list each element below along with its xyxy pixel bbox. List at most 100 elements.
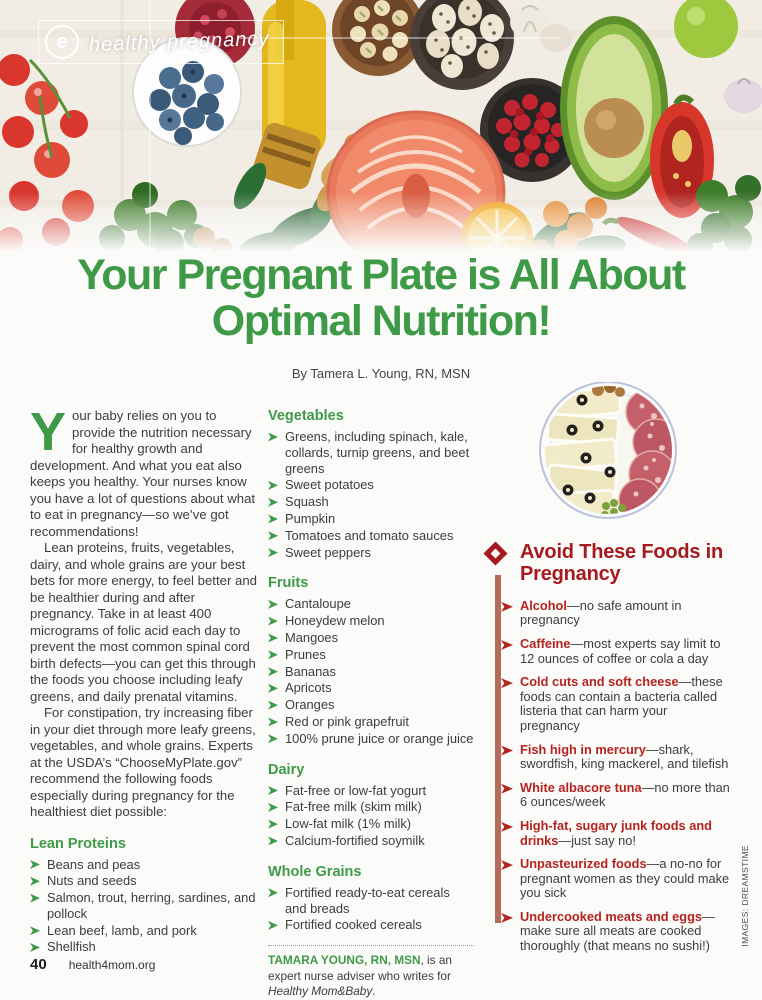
- arrow-bullet-icon: [501, 821, 513, 832]
- list-item: Tomatoes and tomato sauces: [268, 528, 474, 544]
- arrow-bullet-icon: [268, 717, 278, 727]
- arrow-bullet-icon: [30, 860, 40, 869]
- avoid-foods-box: Avoid These Foods in Pregnancy Alcohol—n…: [483, 541, 730, 954]
- avoid-item: Cold cuts and soft cheese—these foods ca…: [501, 674, 730, 733]
- green-peas-icon: [601, 499, 626, 514]
- arrow-bullet-icon: [268, 700, 278, 710]
- avoid-item-text: —make sure all meats are cooked thorough…: [520, 908, 715, 954]
- arrow-bullet-icon: [268, 683, 278, 693]
- avoid-item-lead: Unpasteurized foods: [520, 856, 647, 872]
- avoid-item-lead: Cold cuts and soft cheese: [520, 674, 679, 690]
- image-credit: IMAGES: DREAMSTIME: [740, 845, 750, 947]
- arrow-bullet-icon: [501, 678, 513, 689]
- site-url: health4mom.org: [68, 958, 156, 972]
- arrow-bullet-icon: [501, 745, 513, 756]
- arrow-bullet-icon: [30, 942, 40, 952]
- sidebar-heading: Avoid These Foods in Pregnancy: [520, 541, 724, 586]
- food-group-list: Fortified ready-to-eat cereals and bread…: [268, 885, 474, 933]
- list-item: Bananas: [268, 664, 474, 680]
- list-item: Lean beef, lamb, and pork: [30, 923, 258, 939]
- arrow-bullet-icon: [268, 616, 278, 626]
- avoid-item: Alcohol—no safe amount in pregnancy: [501, 597, 730, 628]
- list-item: Low-fat milk (1% milk): [268, 816, 474, 832]
- avocado-icon: [560, 16, 668, 200]
- arrow-bullet-icon: [501, 601, 513, 612]
- arrow-bullet-icon: [501, 783, 513, 794]
- avoid-item-text: —shark, swordfish, king mackerel, and ti…: [520, 741, 729, 772]
- walnut-garnish-icon: [592, 386, 625, 397]
- food-group-list: Cantaloupe Honeydew melon Mangoes Prunes Ban…: [268, 596, 474, 746]
- author-name: TAMARA YOUNG, RN, MSN: [268, 953, 421, 968]
- blueberries-bowl-icon: [132, 37, 242, 147]
- middle-column: Vegetables Greens, including spinach, ka…: [268, 406, 474, 1000]
- list-item: Salmon, trout, herring, sardines, and po…: [30, 890, 258, 922]
- list-item: Prunes: [268, 647, 474, 663]
- arrow-bullet-icon: [268, 531, 278, 541]
- header-photo: e healthy pregnancy: [0, 0, 762, 252]
- food-group-heading: Lean Proteins: [30, 835, 126, 852]
- arrow-bullet-icon: [268, 836, 278, 846]
- list-item: Nuts and seeds: [30, 873, 258, 889]
- olive-oil-bottle-icon: [253, 0, 326, 189]
- olive-slices-icon: [562, 394, 616, 504]
- arrow-bullet-icon: [268, 650, 278, 660]
- arrow-bullet-icon: [268, 480, 278, 490]
- avoid-item-lead: Caffeine: [520, 635, 571, 651]
- healthy-pregnancy-badge: e healthy pregnancy: [38, 20, 285, 64]
- page-title: Your Pregnant Plate is All About Optimal…: [77, 251, 686, 345]
- list-item: Fat-free or low-fat yogurt: [268, 783, 474, 799]
- food-group-lean-proteins: Lean Proteins Beans and peas Nuts and see…: [30, 836, 258, 956]
- food-collage: [0, 0, 762, 252]
- list-item: Shellfish: [30, 939, 258, 955]
- avoid-item-lead: Undercooked meats and eggs: [520, 908, 703, 924]
- food-group-list: Greens, including spinach, kale, collard…: [268, 429, 474, 560]
- sidebar: Avoid These Foods in Pregnancy Alcohol—n…: [483, 381, 730, 963]
- list-item: Apricots: [268, 680, 474, 696]
- food-group-dairy: Dairy Fat-free or low-fat yogurt Fat-free…: [268, 762, 474, 849]
- avoid-item-text: —most experts say limit to 12 ounces of …: [520, 635, 721, 666]
- arrow-bullet-icon: [268, 888, 278, 898]
- arrow-bullet-icon: [268, 548, 278, 558]
- arrow-bullet-icon: [268, 667, 278, 677]
- food-group-heading: Dairy: [268, 761, 305, 778]
- pistachios-bowl-icon: [332, 0, 424, 76]
- avoid-item: Caffeine—most experts say limit to 12 ou…: [501, 635, 730, 666]
- list-item: Fat-free milk (skim milk): [268, 799, 474, 815]
- food-group-heading: Whole Grains: [268, 863, 362, 880]
- list-item: Squash: [268, 494, 474, 510]
- food-group-heading: Vegetables: [268, 408, 344, 424]
- avoid-item-text: —no safe amount in pregnancy: [520, 597, 682, 628]
- arrow-bullet-icon: [501, 639, 513, 650]
- arrow-bullet-icon: [268, 432, 278, 442]
- arrow-bullet-icon: [268, 802, 278, 812]
- byline: By Tamera L. Young, RN, MSN: [291, 366, 471, 381]
- food-group-list: Beans and peas Nuts and seeds Salmon, trou…: [30, 857, 258, 956]
- arrow-bullet-icon: [268, 599, 278, 609]
- list-item: Honeydew melon: [268, 613, 474, 629]
- magazine-name: Healthy Mom&Baby: [268, 984, 373, 999]
- arrow-bullet-icon: [268, 497, 278, 507]
- avoid-item: White albacore tuna—no more than 6 ounce…: [501, 779, 730, 810]
- arrow-bullet-icon: [268, 734, 278, 744]
- food-group-list: Fat-free or low-fat yogurt Fat-free milk …: [268, 783, 474, 849]
- avoid-item-text: —just say no!: [558, 832, 636, 848]
- list-item: Cantaloupe: [268, 596, 474, 612]
- avoid-item-text: —a no-no for pregnant women as they coul…: [520, 856, 730, 901]
- avoid-item: Unpasteurized foods—a no-no for pregnant…: [501, 856, 730, 901]
- list-item: Mangoes: [268, 630, 474, 646]
- arrow-bullet-icon: [30, 926, 40, 936]
- garlic-icon: [510, 5, 762, 113]
- food-group-fruits: Fruits Cantaloupe Honeydew melon Mangoes Pr…: [268, 575, 474, 746]
- food-group-vegetables: Vegetables Greens, including spinach, ka…: [268, 408, 474, 560]
- badge-label: healthy pregnancy: [88, 27, 270, 56]
- avoid-item-lead: Alcohol: [520, 597, 567, 613]
- cheese-salami-plate-photo: [539, 381, 677, 519]
- food-group-heading: Fruits: [268, 575, 309, 592]
- list-item: Calcium-fortified soymilk: [268, 833, 474, 849]
- avoid-item-text: —no more than 6 ounces/week: [520, 779, 730, 810]
- avoid-item-text: —these foods can contain a bacteria call…: [520, 674, 723, 733]
- list-item: 100% prune juice or orange juice: [268, 731, 474, 747]
